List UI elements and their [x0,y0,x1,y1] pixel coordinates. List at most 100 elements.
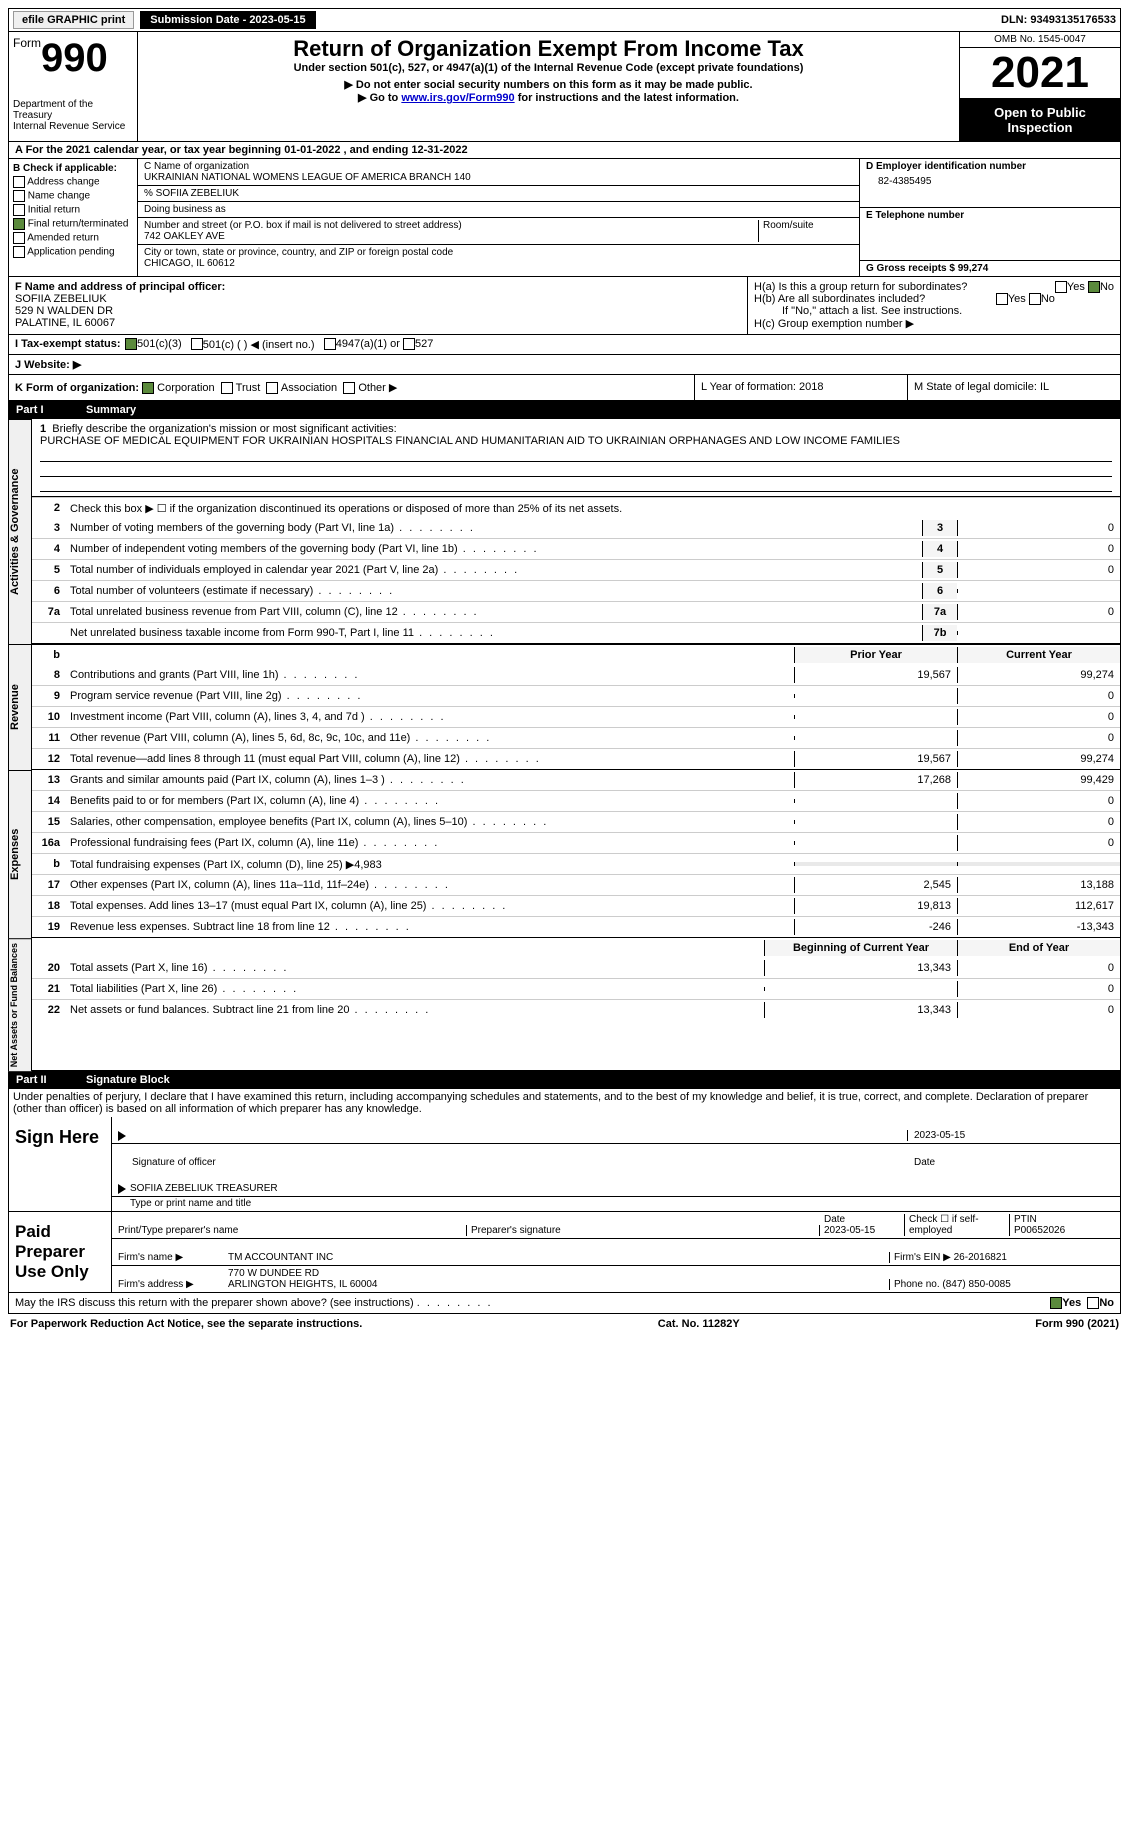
current-val: 99,274 [957,667,1120,683]
firm-addr-label: Firm's address ▶ [118,1279,228,1290]
boxb-checkbox-5[interactable] [13,246,25,258]
current-val: 0 [957,960,1120,976]
col-current-hdr: Current Year [957,647,1120,663]
firm-name: TM ACCOUNTANT INC [228,1252,889,1263]
current-val: 0 [957,730,1120,746]
hb-no-checkbox[interactable] [1029,293,1041,305]
col-prior-hdr: Prior Year [794,647,957,663]
hb-yes-checkbox[interactable] [996,293,1008,305]
page-footer: For Paperwork Reduction Act Notice, see … [8,1314,1121,1334]
expenses-section: Expenses 13Grants and similar amounts pa… [8,770,1121,938]
line-text: Grants and similar amounts paid (Part IX… [66,772,794,788]
revenue-section: Revenue b Prior Year Current Year 8Contr… [8,644,1121,770]
current-val: 99,429 [957,772,1120,788]
col-begin-hdr: Beginning of Current Year [764,940,957,956]
trust-checkbox[interactable] [221,382,233,394]
line-text: Total liabilities (Part X, line 26) [66,981,764,997]
prep-date-hdr: Date [824,1214,845,1225]
line2-text: Check this box ▶ ☐ if the organization d… [66,500,1120,517]
boxb-opt-0: Address change [27,177,99,188]
line-text: Total number of volunteers (estimate if … [66,583,922,599]
opt-assoc: Association [281,382,337,394]
top-toolbar: efile GRAPHIC print Submission Date - 20… [8,8,1121,32]
officer-name: SOFIIA ZEBELIUK [15,293,741,305]
vlabel-rev: Revenue [8,644,32,770]
ha-no-checkbox[interactable] [1088,281,1100,293]
prior-val [764,987,957,991]
paid-preparer-label: Paid Preparer Use Only [9,1212,112,1292]
ptin-hdr: PTIN [1014,1214,1037,1225]
line-text: Program service revenue (Part VIII, line… [66,688,794,704]
box-c-label: C Name of organization [144,161,853,172]
opt-corp: Corporation [157,382,214,394]
opt-501c3: 501(c)(3) [137,338,182,351]
discuss-no-checkbox[interactable] [1087,1297,1099,1309]
current-val: 0 [957,835,1120,851]
current-val: 0 [957,1002,1120,1018]
firm-ein-label: Firm's EIN ▶ [894,1252,951,1263]
arrow-icon-2 [118,1184,126,1194]
hc-label: H(c) Group exemption number ▶ [754,317,1114,330]
state-domicile: M State of legal domicile: IL [907,375,1120,400]
current-val: 0 [957,981,1120,997]
current-val: -13,343 [957,919,1120,935]
yes-label: Yes [1067,281,1085,293]
officer-addr1: 529 N WALDEN DR [15,305,741,317]
row-a-tax-year: A For the 2021 calendar year, or tax yea… [8,142,1121,159]
addr-label: Number and street (or P.O. box if mail i… [144,220,758,231]
ha-yes-checkbox[interactable] [1055,281,1067,293]
vlabel-na: Net Assets or Fund Balances [8,938,32,1071]
current-val: 0 [957,688,1120,704]
line-text: Salaries, other compensation, employee b… [66,814,794,830]
arrow-icon [118,1131,126,1141]
submission-date-label: Submission Date - 2023-05-15 [140,11,315,29]
discuss-yes-checkbox[interactable] [1050,1297,1062,1309]
opt-trust: Trust [236,382,261,394]
vlabel-ag: Activities & Governance [8,419,32,644]
line-val [957,631,1120,635]
footer-left: For Paperwork Reduction Act Notice, see … [10,1318,362,1330]
sig-declaration: Under penalties of perjury, I declare th… [8,1089,1121,1117]
boxb-checkbox-3[interactable] [13,218,25,230]
boxb-checkbox-0[interactable] [13,176,25,188]
box-b-title: B Check if applicable: [13,163,133,174]
officer-print-name: SOFIIA ZEBELIUK TREASURER [126,1183,278,1194]
4947-checkbox[interactable] [324,338,336,350]
boxb-opt-3: Final return/terminated [28,219,129,230]
firm-addr1: 770 W DUNDEE RD [228,1268,319,1279]
dba-label: Doing business as [138,202,859,218]
line-box: 3 [922,520,957,536]
irs-link[interactable]: www.irs.gov/Form990 [401,92,514,104]
goto-pre: ▶ Go to [358,92,401,104]
line-text: Total number of individuals employed in … [66,562,922,578]
501c3-checkbox[interactable] [125,338,137,350]
current-val: 0 [957,793,1120,809]
boxb-checkbox-2[interactable] [13,204,25,216]
omb-number: OMB No. 1545-0047 [960,32,1120,48]
501c-checkbox[interactable] [191,338,203,350]
prep-date-val: 2023-05-15 [824,1225,875,1236]
prior-val: 13,343 [764,1002,957,1018]
opt-527: 527 [415,338,433,351]
officer-addr2: PALATINE, IL 60067 [15,317,741,329]
firm-phone-label: Phone no. [894,1279,940,1290]
other-checkbox[interactable] [343,382,355,394]
tax-status-label: I Tax-exempt status: [15,338,125,351]
boxb-checkbox-4[interactable] [13,232,25,244]
preparer-name-hdr: Print/Type preparer's name [118,1225,467,1236]
current-val: 0 [957,814,1120,830]
line-text: Revenue less expenses. Subtract line 18 … [66,919,794,935]
boxb-checkbox-1[interactable] [13,190,25,202]
assoc-checkbox[interactable] [266,382,278,394]
corp-checkbox[interactable] [142,382,154,394]
line-text: Net assets or fund balances. Subtract li… [66,1002,764,1018]
527-checkbox[interactable] [403,338,415,350]
sig-officer-label: Signature of officer [118,1157,908,1168]
line-box: 7a [922,604,957,620]
current-val: 13,188 [957,877,1120,893]
tax-year: 2021 [960,48,1120,99]
name-title-label: Type or print name and title [112,1197,1120,1211]
boxb-opt-1: Name change [28,191,90,202]
line-text: Professional fundraising fees (Part IX, … [66,835,794,851]
efile-print-button[interactable]: efile GRAPHIC print [13,11,134,29]
